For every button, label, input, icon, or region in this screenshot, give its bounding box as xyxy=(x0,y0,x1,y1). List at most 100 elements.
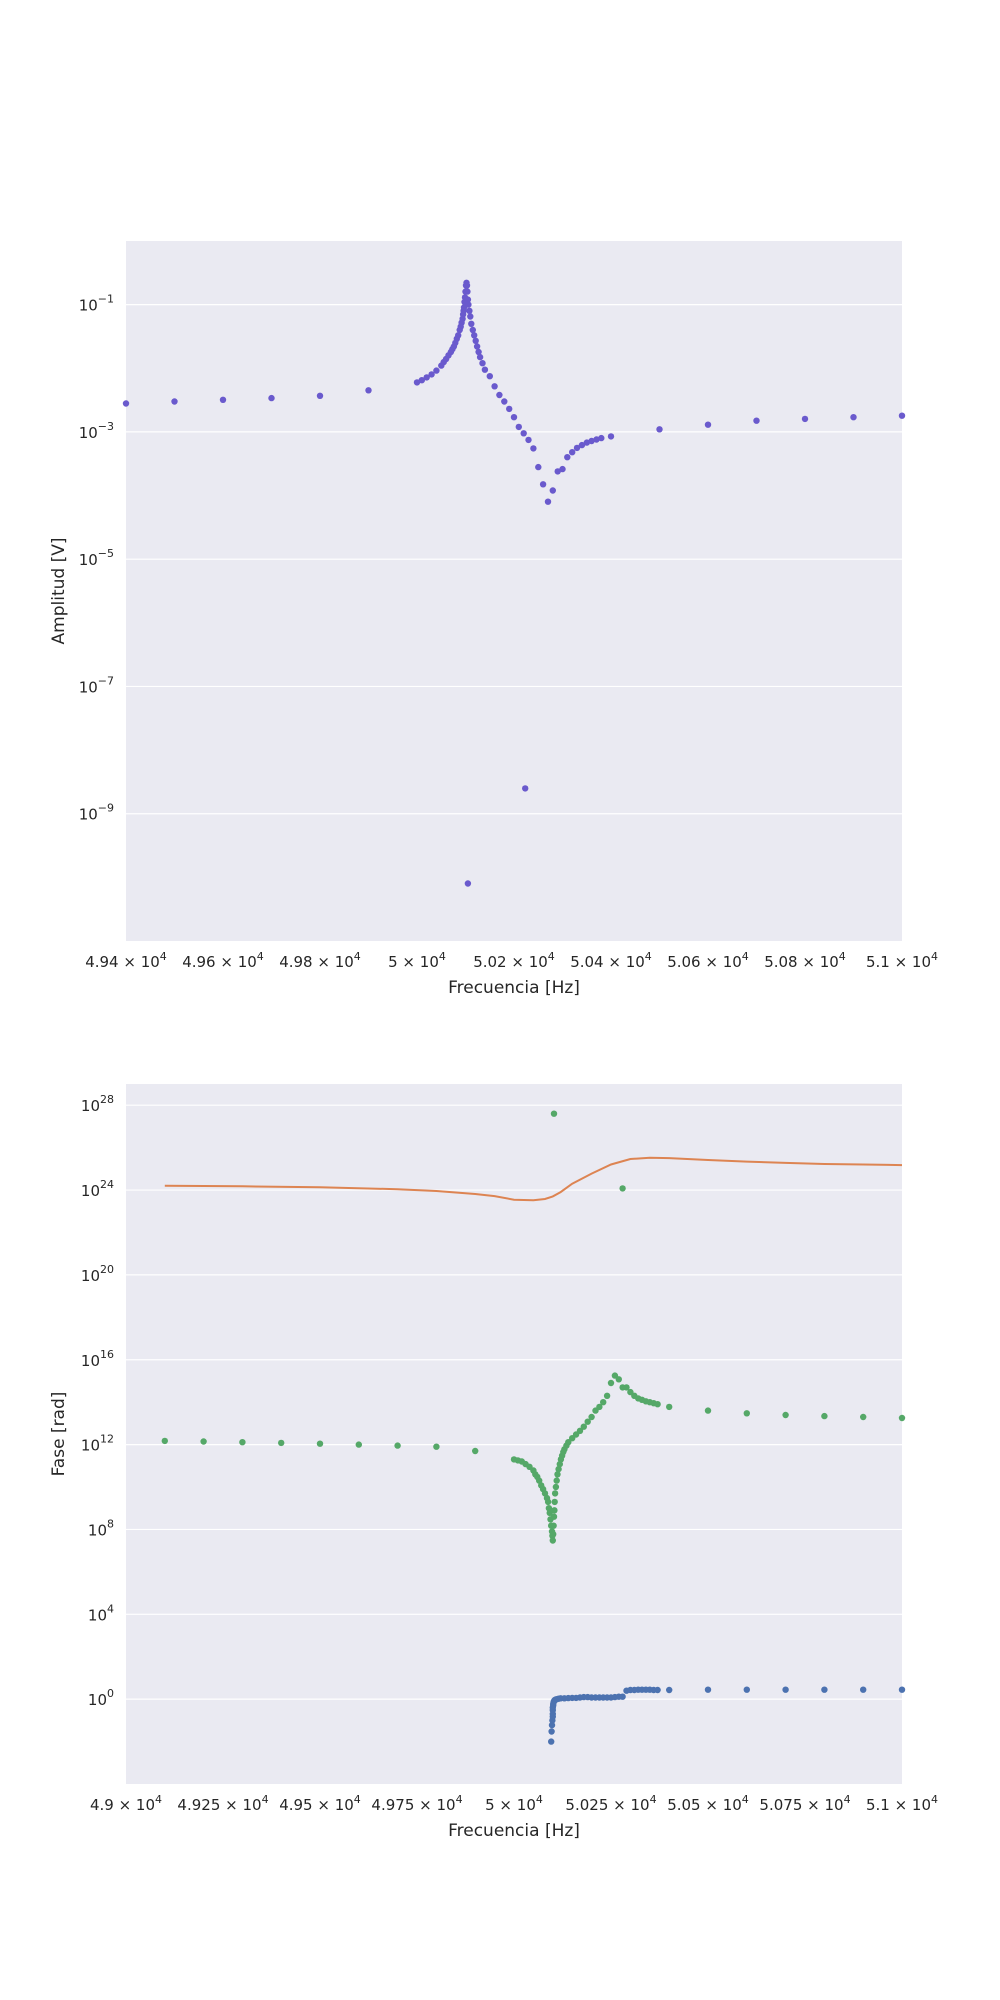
data-point xyxy=(619,1693,626,1700)
data-point xyxy=(548,1721,556,1729)
data-point xyxy=(564,454,571,461)
data-point xyxy=(522,785,529,792)
amplitude-grid xyxy=(126,304,902,815)
data-point xyxy=(554,1471,561,1478)
data-point xyxy=(475,348,482,356)
data-point xyxy=(559,465,566,473)
series-line xyxy=(164,1156,903,1202)
data-point xyxy=(603,1392,611,1400)
data-point xyxy=(782,1411,789,1419)
data-point xyxy=(464,880,472,887)
data-point xyxy=(479,360,486,367)
data-point xyxy=(355,1441,362,1448)
data-point xyxy=(472,337,479,344)
data-point xyxy=(433,1443,440,1450)
data-point xyxy=(544,498,552,505)
data-point xyxy=(433,367,440,374)
data-point xyxy=(588,1413,595,1421)
data-point xyxy=(536,1477,543,1484)
x-tick-label: 5.06 × 104 xyxy=(667,950,749,971)
x-tick-label: 4.975 × 104 xyxy=(371,1793,462,1814)
y-tick-label: 104 xyxy=(88,1602,114,1624)
data-point xyxy=(501,398,508,405)
data-point xyxy=(200,1438,207,1445)
data-point xyxy=(656,426,663,433)
data-point xyxy=(316,392,324,399)
data-point xyxy=(122,400,130,407)
data-point xyxy=(860,1413,867,1421)
data-point xyxy=(552,1483,560,1491)
data-point xyxy=(486,373,493,380)
data-point xyxy=(588,437,595,445)
y-tick-label: 10−1 xyxy=(79,293,114,315)
data-point xyxy=(704,421,712,428)
data-point xyxy=(469,326,476,334)
data-point xyxy=(600,1399,607,1406)
x-tick-label: 5.075 × 104 xyxy=(759,1793,850,1814)
data-point xyxy=(704,1407,712,1414)
y-tick-label: 1012 xyxy=(81,1433,114,1455)
data-point xyxy=(860,1686,867,1693)
data-point xyxy=(569,449,576,456)
data-point xyxy=(496,391,503,399)
phase-x-ticks: 4.9 × 104 4.925 × 104 4.95 × 104 4.975 × 10… xyxy=(90,1793,938,1814)
y-tick-label: 1016 xyxy=(81,1348,114,1370)
data-point xyxy=(578,441,586,449)
phase-grid xyxy=(126,1104,902,1700)
data-point xyxy=(506,405,513,413)
x-tick-label: 4.95 × 104 xyxy=(279,1793,361,1814)
data-point xyxy=(654,1401,661,1408)
x-tick-label: 4.96 × 104 xyxy=(182,950,264,971)
data-point xyxy=(619,1185,626,1192)
amplitude-y-ticks: 10−1 10−3 10−5 10−7 10−9 xyxy=(79,293,114,824)
data-point xyxy=(607,433,615,440)
phase-series xyxy=(161,1110,906,1745)
x-tick-label: 4.925 × 104 xyxy=(177,1793,268,1814)
amplitude-series xyxy=(122,279,906,887)
data-point xyxy=(268,394,275,402)
data-point xyxy=(550,1522,557,1529)
data-point xyxy=(782,1686,789,1693)
x-tick-label: 5.1 × 104 xyxy=(866,950,938,971)
data-point xyxy=(394,1442,401,1449)
amplitude-y-axis-label: Amplitud [V] xyxy=(49,538,69,645)
y-tick-label: 10−9 xyxy=(79,802,114,824)
phase-y-ticks: 1028 1024 1020 1016 1012 108 104 100 xyxy=(81,1093,114,1709)
x-tick-label: 4.9 × 104 xyxy=(90,1793,162,1814)
data-point xyxy=(753,417,760,424)
y-tick-label: 100 xyxy=(88,1687,114,1709)
data-point xyxy=(549,487,556,494)
data-point xyxy=(553,1477,560,1484)
data-point xyxy=(550,1531,557,1538)
data-point xyxy=(535,463,542,471)
amplitude-x-axis-label: Frecuencia [Hz] xyxy=(448,978,580,998)
data-point xyxy=(239,1439,246,1446)
data-point xyxy=(476,353,484,361)
data-point xyxy=(555,1465,562,1473)
data-point xyxy=(743,1410,750,1417)
data-point xyxy=(666,1686,673,1694)
data-point xyxy=(520,430,527,437)
x-tick-label: 5 × 104 xyxy=(485,1793,543,1814)
phase-chart: 4.9 × 104 4.925 × 104 4.95 × 104 4.975 × 10… xyxy=(49,1084,938,1841)
x-tick-label: 5.04 × 104 xyxy=(570,950,652,971)
data-point xyxy=(551,1490,559,1497)
data-point xyxy=(365,387,372,394)
data-point xyxy=(654,1686,661,1694)
data-point xyxy=(316,1440,324,1447)
data-point xyxy=(596,1403,603,1411)
x-tick-label: 5.1 × 104 xyxy=(866,1793,938,1814)
data-point xyxy=(545,1505,553,1512)
x-tick-label: 4.98 × 104 xyxy=(279,950,361,971)
data-point xyxy=(510,414,518,421)
data-point xyxy=(464,288,471,295)
data-point xyxy=(481,366,489,373)
phase-plot-area xyxy=(126,1084,902,1784)
data-point xyxy=(530,445,537,452)
data-point xyxy=(161,1437,168,1445)
amplitude-chart: 4.94 × 104 4.96 × 104 4.98 × 104 5 × 104 5.0… xyxy=(49,241,938,998)
data-point xyxy=(623,1384,630,1391)
data-point xyxy=(584,1418,591,1425)
data-point xyxy=(548,1728,555,1735)
